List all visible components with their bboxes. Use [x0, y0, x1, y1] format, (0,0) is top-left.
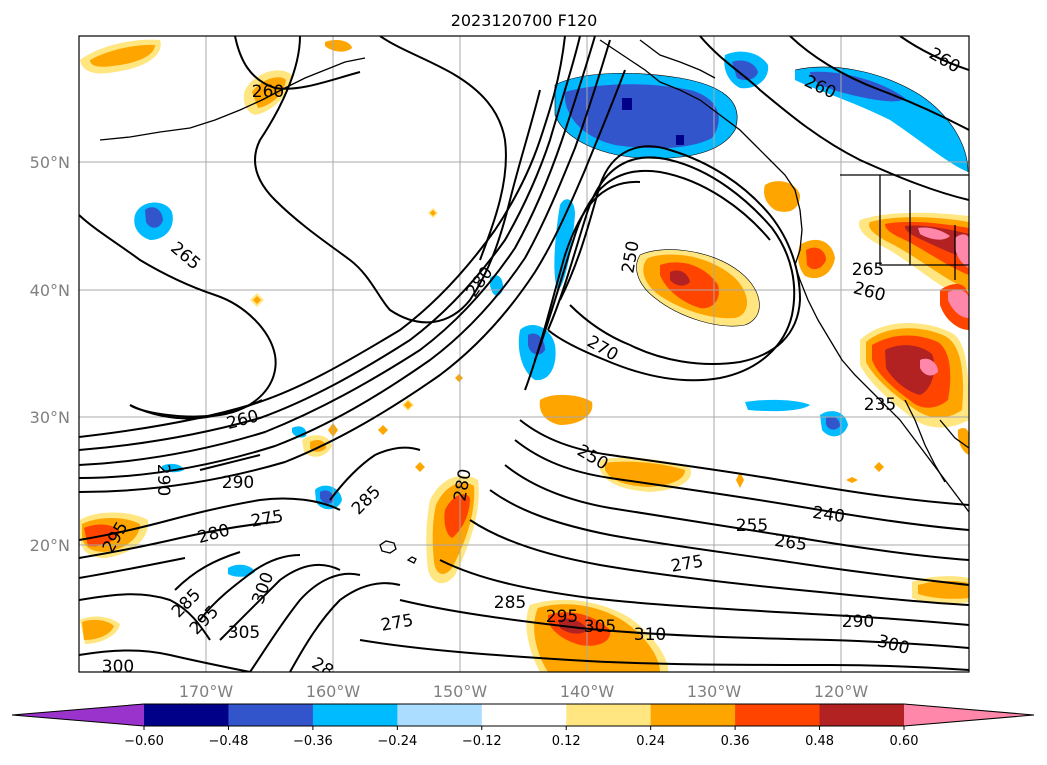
lon-label: 160°W: [306, 682, 361, 701]
lon-label: 170°W: [179, 682, 234, 701]
colorbar-segment: [144, 704, 229, 726]
lat-label: 20°N: [30, 536, 70, 555]
colorbar-tick-label: 0.24: [636, 734, 665, 749]
colorbar-extend-low: [12, 704, 144, 726]
map-title: 2023120700 F120: [451, 11, 598, 30]
contour-label: 260: [252, 82, 284, 102]
colorbar-segment: [820, 704, 905, 726]
contour-label: 255: [736, 516, 768, 536]
contour-label: 300: [102, 657, 134, 677]
contour-label: 285: [494, 593, 526, 613]
contour-label: 305: [228, 623, 260, 643]
contour-label: 305: [584, 617, 616, 637]
lon-label: 140°W: [560, 682, 615, 701]
lon-label: 150°W: [433, 682, 488, 701]
contour-label: 290: [842, 612, 874, 632]
colorbar-segment: [482, 704, 567, 726]
colorbar-segment: [313, 704, 398, 726]
colorbar-segment: [651, 704, 736, 726]
contour-label: 295: [546, 607, 578, 627]
colorbar-tick-label: −0.48: [209, 734, 249, 749]
colorbar-segment: [735, 704, 820, 726]
lon-label: 130°W: [687, 682, 742, 701]
lat-label: 50°N: [30, 153, 70, 172]
contour-label: 290: [222, 473, 254, 493]
longitude-labels: 170°W 160°W 150°W 140°W 130°W 120°W: [179, 682, 869, 701]
colorbar-tick-label: 0.60: [890, 734, 919, 749]
lat-label: 40°N: [30, 281, 70, 300]
colorbar-tick-label: 0.12: [552, 734, 581, 749]
colorbar-tick-label: −0.36: [293, 734, 333, 749]
colorbar-segment: [566, 704, 651, 726]
contour-label: 310: [634, 625, 666, 645]
colorbar-tick-label: −0.24: [377, 734, 417, 749]
colorbar-segment: [228, 704, 313, 726]
colorbar-tick-label: −0.12: [462, 734, 502, 749]
colorbar-tick-label: 0.48: [805, 734, 834, 749]
colorbar-segment: [397, 704, 482, 726]
contour-label: 265: [852, 260, 884, 280]
colorbar-tick-label: 0.36: [721, 734, 750, 749]
lat-label: 30°N: [30, 408, 70, 427]
latitude-labels: 50°N 40°N 30°N 20°N: [30, 153, 70, 555]
colorbar-extend-high: [904, 704, 1034, 726]
contour-label: 235: [864, 395, 896, 415]
map-area: 260 265 280 250 270 265 260 260 260 235 …: [79, 36, 969, 682]
contour-label: 290: [153, 464, 173, 496]
colorbar: −0.60 −0.48 −0.36 −0.24 −0.12 0.12 0.24 0.36 0.4…: [12, 704, 1034, 749]
lon-label: 120°W: [814, 682, 869, 701]
colorbar-tick-label: −0.60: [124, 734, 164, 749]
